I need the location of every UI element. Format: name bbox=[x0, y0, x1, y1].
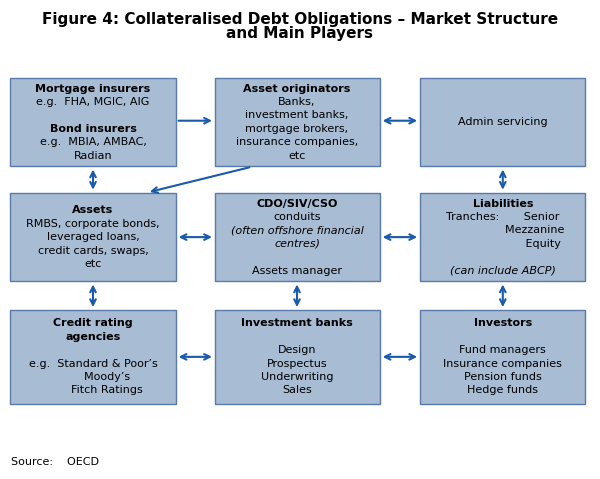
Text: CDO/SIV/CSO: CDO/SIV/CSO bbox=[256, 199, 338, 208]
Text: Mortgage insurers: Mortgage insurers bbox=[35, 84, 151, 93]
Text: conduits: conduits bbox=[273, 212, 321, 222]
Text: etc: etc bbox=[289, 151, 305, 160]
Text: etc: etc bbox=[85, 259, 101, 269]
Text: Assets manager: Assets manager bbox=[252, 266, 342, 275]
Text: Sales: Sales bbox=[282, 386, 312, 395]
Text: e.g.  MBIA, AMBAC,: e.g. MBIA, AMBAC, bbox=[40, 137, 146, 147]
FancyBboxPatch shape bbox=[215, 310, 380, 403]
Text: Credit rating: Credit rating bbox=[53, 319, 133, 328]
Text: Banks,: Banks, bbox=[278, 97, 316, 107]
FancyBboxPatch shape bbox=[10, 193, 176, 282]
Text: Source:    OECD: Source: OECD bbox=[11, 457, 99, 467]
Text: RMBS, corporate bonds,: RMBS, corporate bonds, bbox=[26, 219, 160, 228]
FancyBboxPatch shape bbox=[420, 193, 586, 282]
Text: Asset originators: Asset originators bbox=[244, 84, 350, 93]
Text: Fund managers: Fund managers bbox=[460, 345, 546, 355]
FancyBboxPatch shape bbox=[10, 78, 176, 167]
Text: centres): centres) bbox=[274, 239, 320, 249]
Text: Tranches:       Senior: Tranches: Senior bbox=[446, 212, 559, 222]
Text: e.g.  FHA, MGIC, AIG: e.g. FHA, MGIC, AIG bbox=[37, 97, 149, 107]
Text: agencies: agencies bbox=[65, 332, 121, 342]
Text: Admin servicing: Admin servicing bbox=[458, 117, 548, 127]
Text: Mezzanine: Mezzanine bbox=[442, 226, 564, 235]
Text: mortgage brokers,: mortgage brokers, bbox=[245, 124, 349, 134]
Text: Hedge funds: Hedge funds bbox=[467, 386, 538, 395]
Text: Insurance companies: Insurance companies bbox=[443, 359, 562, 368]
Text: Underwriting: Underwriting bbox=[261, 372, 333, 382]
Text: credit cards, swaps,: credit cards, swaps, bbox=[38, 246, 148, 255]
Text: Radian: Radian bbox=[74, 151, 112, 160]
Text: Prospectus: Prospectus bbox=[266, 359, 328, 368]
Text: Investors: Investors bbox=[473, 319, 532, 328]
FancyBboxPatch shape bbox=[420, 78, 586, 167]
Text: Equity: Equity bbox=[445, 239, 561, 249]
Text: Bond insurers: Bond insurers bbox=[50, 124, 136, 134]
Text: and Main Players: and Main Players bbox=[227, 26, 373, 41]
Text: (can include ABCP): (can include ABCP) bbox=[450, 266, 556, 275]
Text: insurance companies,: insurance companies, bbox=[236, 137, 358, 147]
Text: Assets: Assets bbox=[73, 205, 113, 215]
Text: (often offshore financial: (often offshore financial bbox=[230, 226, 364, 235]
Text: Moody’s: Moody’s bbox=[56, 372, 130, 382]
Text: Figure 4: Collateralised Debt Obligations – Market Structure: Figure 4: Collateralised Debt Obligation… bbox=[42, 12, 558, 27]
Text: Design: Design bbox=[278, 345, 316, 355]
Text: Investment banks: Investment banks bbox=[241, 319, 353, 328]
Text: Pension funds: Pension funds bbox=[464, 372, 542, 382]
Text: investment banks,: investment banks, bbox=[245, 111, 349, 120]
FancyBboxPatch shape bbox=[10, 310, 176, 403]
Text: Fitch Ratings: Fitch Ratings bbox=[43, 386, 143, 395]
Text: leveraged loans,: leveraged loans, bbox=[47, 232, 139, 242]
FancyBboxPatch shape bbox=[215, 193, 380, 282]
FancyBboxPatch shape bbox=[420, 310, 586, 403]
Text: Liabilities: Liabilities bbox=[473, 199, 533, 208]
FancyBboxPatch shape bbox=[215, 78, 380, 167]
Text: e.g.  Standard & Poor’s: e.g. Standard & Poor’s bbox=[29, 359, 157, 368]
